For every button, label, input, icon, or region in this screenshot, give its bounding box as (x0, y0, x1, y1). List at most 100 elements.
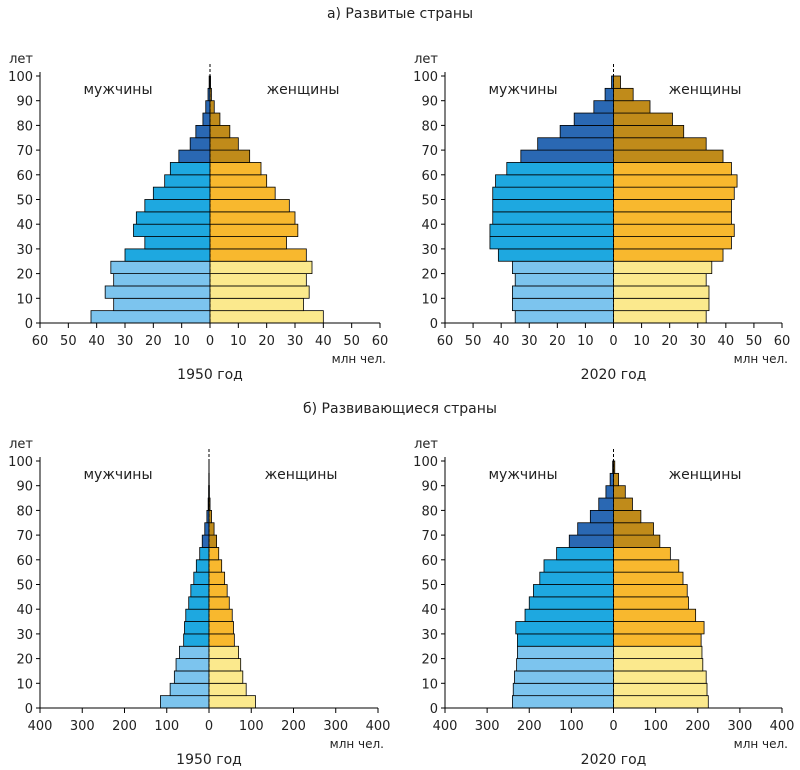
x-tick-label: 40 (493, 334, 510, 349)
male-label: мужчины (83, 82, 152, 98)
year-label: 1950 год (176, 752, 242, 768)
bar-female-80-84 (613, 112, 673, 126)
bar-male-0-4 (160, 695, 210, 709)
section-title-developing: б) Развивающиеся страны (303, 401, 497, 417)
bar-female-55-59 (208, 559, 223, 573)
bar-female-80-84 (209, 112, 221, 126)
bar-female-0-4 (208, 695, 256, 709)
bar-female-40-44 (613, 211, 732, 225)
y-tick-label: 50 (16, 194, 33, 209)
bar-male-20-24 (512, 260, 614, 275)
y-tick-label: 30 (16, 243, 33, 258)
x-tick-label: 50 (746, 334, 763, 349)
y-tick-label: 60 (16, 554, 33, 569)
y-tick-label: 80 (421, 119, 438, 134)
bar-male-30-34 (489, 236, 614, 250)
male-label: мужчины (488, 82, 557, 98)
bar-female-35-39 (613, 608, 697, 622)
bar-male-15-19 (175, 658, 210, 672)
bar-female-35-39 (208, 608, 233, 622)
bar-female-15-19 (208, 658, 242, 672)
bar-male-5-9 (512, 297, 614, 312)
bar-female-45-49 (208, 584, 228, 598)
bar-male-75-79 (559, 125, 614, 139)
bar-female-45-49 (209, 199, 290, 213)
y-tick-label: 40 (16, 218, 33, 233)
bar-male-10-14 (104, 285, 211, 299)
y-tick-label: 0 (430, 317, 438, 332)
bar-male-45-49 (144, 199, 211, 213)
bar-female-30-34 (613, 236, 732, 250)
bar-male-40-44 (528, 596, 614, 610)
bar-female-10-14 (208, 670, 244, 684)
bar-female-25-29 (613, 248, 724, 262)
x-tick-label: 30 (287, 334, 304, 349)
female-label: женщины (267, 82, 340, 98)
x-tick-label: 10 (230, 334, 247, 349)
bar-male-55-59 (495, 174, 614, 188)
x-tick-label: 20 (549, 334, 566, 349)
bar-male-20-24 (517, 645, 614, 660)
y-tick-label: 30 (16, 628, 33, 643)
y-tick-label: 10 (16, 292, 33, 307)
bar-male-0-4 (90, 310, 211, 324)
x-tick-label: 20 (661, 334, 678, 349)
y-tick-label: 0 (25, 702, 33, 717)
bar-female-50-54 (613, 571, 684, 585)
y-tick-label: 60 (16, 169, 33, 184)
bar-male-85-89 (605, 485, 614, 499)
bar-female-50-54 (208, 571, 226, 585)
bar-male-25-29 (517, 633, 614, 647)
bar-male-70-74 (204, 522, 210, 536)
bar-male-30-34 (184, 621, 210, 635)
bar-male-65-69 (178, 149, 211, 163)
y-tick-label: 70 (421, 144, 438, 159)
x-tick-label: 200 (517, 719, 542, 734)
bar-male-80-84 (573, 112, 614, 126)
y-tick-label: 50 (421, 194, 438, 209)
bar-female-30-34 (613, 621, 705, 635)
bar-male-90-94 (609, 472, 614, 487)
bar-male-10-14 (173, 670, 210, 684)
bar-female-40-44 (613, 596, 689, 610)
x-tick-label: 400 (366, 719, 391, 734)
bar-female-90-94 (613, 87, 634, 102)
y-tick-label: 100 (413, 70, 438, 85)
y-tick-label: 100 (413, 455, 438, 470)
bar-male-15-19 (514, 273, 614, 287)
x-tick-label: 100 (559, 719, 584, 734)
section-title-developed: а) Развитые страны (327, 6, 473, 22)
x-tick-label: 400 (433, 719, 458, 734)
x-tick-label: 100 (643, 719, 668, 734)
y-axis-label: лет (9, 437, 33, 452)
bar-male-20-24 (110, 260, 211, 275)
bar-female-60-64 (613, 547, 671, 561)
x-tick-label: 100 (154, 719, 179, 734)
bar-female-0-4 (613, 695, 709, 709)
x-tick-label: 400 (770, 719, 795, 734)
bar-male-30-34 (515, 621, 614, 635)
y-tick-label: 10 (421, 677, 438, 692)
x-tick-label: 200 (685, 719, 710, 734)
y-tick-label: 20 (16, 268, 33, 283)
bar-female-25-29 (208, 633, 235, 647)
bar-male-70-74 (577, 522, 614, 536)
bar-female-65-69 (208, 534, 218, 548)
y-tick-label: 50 (16, 579, 33, 594)
bar-female-0-4 (613, 310, 707, 324)
bar-female-65-69 (209, 149, 251, 163)
y-tick-label: 90 (16, 95, 33, 110)
bar-female-5-9 (613, 297, 710, 312)
x-tick-label: 50 (465, 334, 482, 349)
x-tick-label: 30 (521, 334, 538, 349)
bar-female-90-94 (613, 472, 619, 487)
bar-female-20-24 (613, 645, 703, 660)
bar-female-30-34 (208, 621, 234, 635)
bar-male-85-89 (593, 100, 614, 114)
bar-male-15-19 (113, 273, 211, 287)
x-tick-label: 60 (32, 334, 49, 349)
bar-male-85-89 (205, 100, 211, 114)
